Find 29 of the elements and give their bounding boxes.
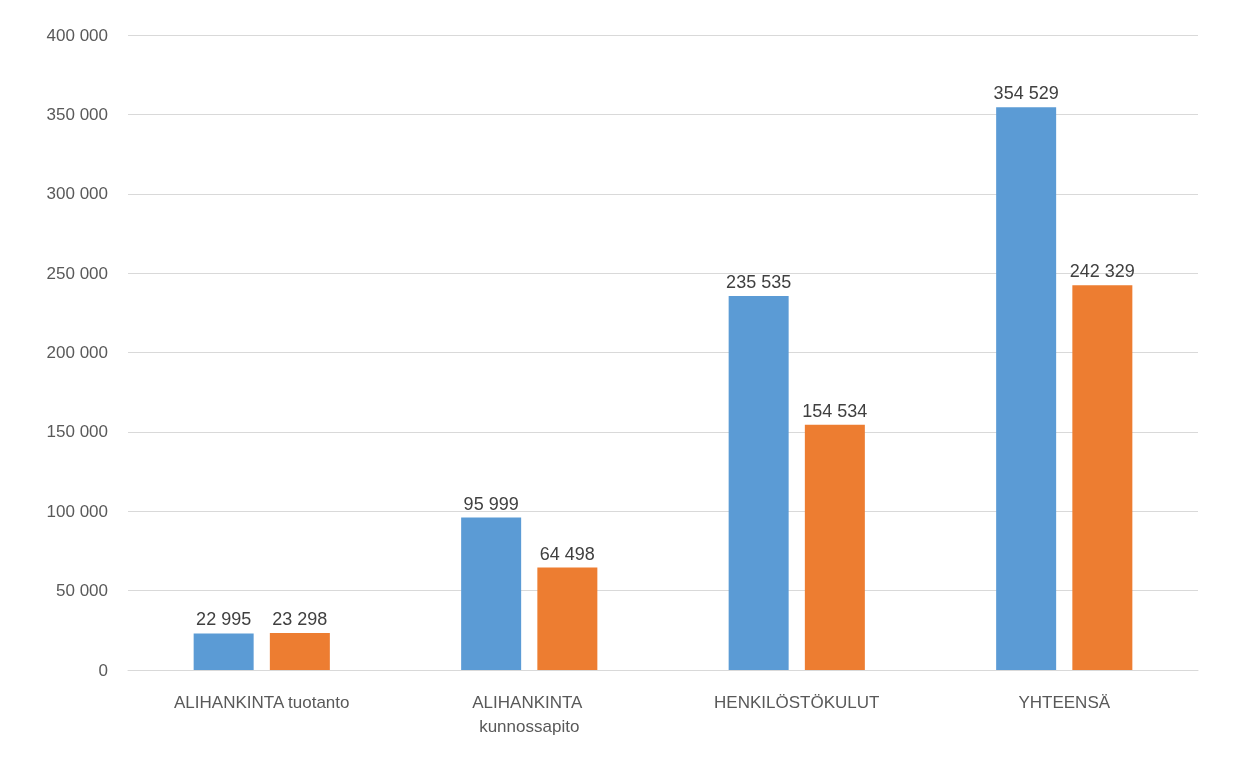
data-label: 154 534	[802, 400, 868, 421]
x-tick-label: YHTEENSÄ	[1018, 692, 1111, 712]
y-tick-label: 200 000	[46, 343, 108, 362]
x-tick-label: HENKILÖSTÖKULUT	[714, 692, 880, 712]
bar	[537, 567, 598, 670]
y-tick-label: 300 000	[46, 184, 108, 204]
y-tick-label: 100 000	[46, 501, 108, 521]
bar	[461, 517, 522, 670]
y-tick-label: 400 000	[46, 25, 108, 45]
bar	[269, 633, 330, 670]
data-label: 64 498	[539, 543, 595, 564]
data-label: 23 298	[272, 609, 328, 630]
y-tick-label: 250 000	[46, 263, 108, 283]
y-tick-label: 0	[98, 660, 108, 680]
data-label: 22 995	[196, 609, 252, 630]
data-label: 242 329	[1069, 261, 1135, 282]
bar	[728, 296, 789, 670]
data-label: 354 529	[993, 83, 1059, 104]
bar	[1072, 285, 1133, 670]
y-tick-label: 350 000	[46, 104, 108, 124]
bar	[996, 107, 1057, 670]
x-tick-label: ALIHANKINTA tuotanto	[174, 692, 350, 712]
y-tick-label: 150 000	[46, 422, 108, 442]
y-tick-label: 50 000	[56, 581, 108, 601]
bar	[193, 633, 254, 670]
data-label: 95 999	[463, 493, 519, 514]
bar	[804, 424, 865, 670]
x-tick-label: ALIHANKINTA kunnossapito	[472, 692, 587, 736]
data-label: 235 535	[726, 272, 792, 293]
